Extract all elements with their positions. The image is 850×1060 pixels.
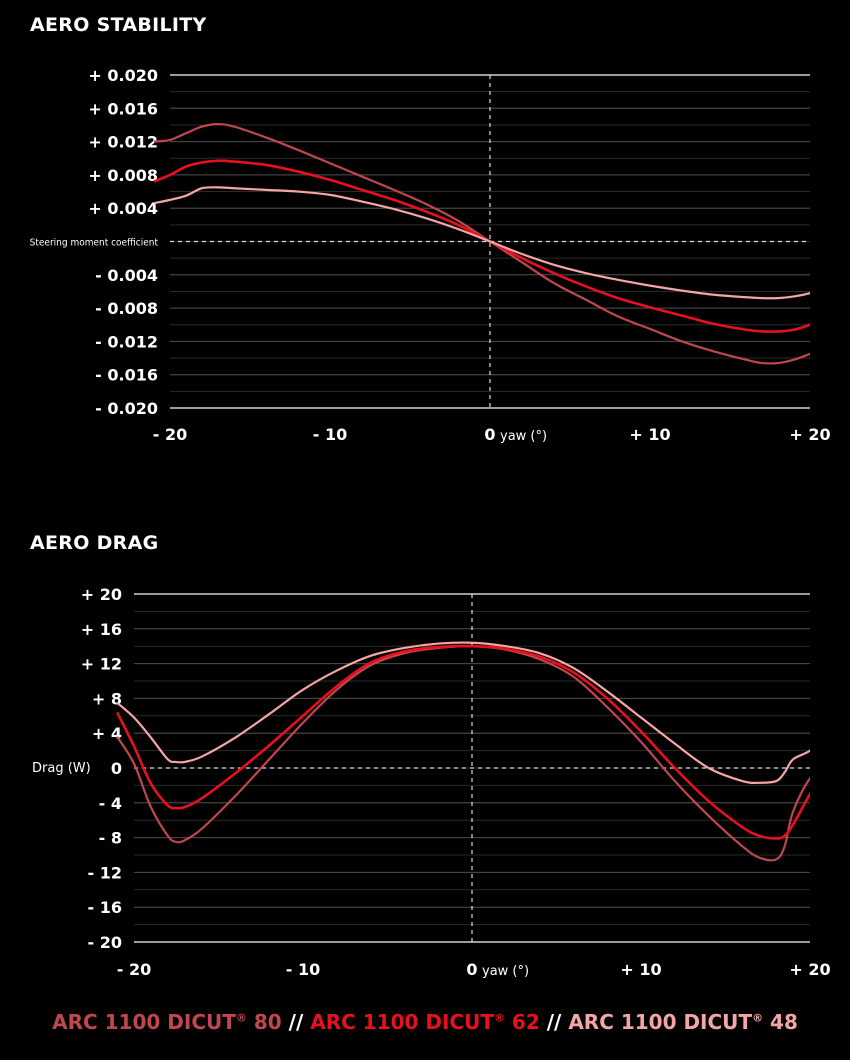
- x-tick-label: - 10: [286, 960, 320, 979]
- y-tick-label: + 0.020: [88, 66, 158, 85]
- y-tick-label: + 12: [81, 655, 122, 674]
- y-tick-label: + 0.016: [88, 99, 158, 118]
- y-axis-label: Drag (W): [32, 761, 91, 776]
- y-tick-label: - 12: [88, 863, 122, 882]
- series-line-dicut48: [153, 186, 810, 300]
- aero-stability-chart: + 0.020 + 0.016 + 0.012 + 0.008 + 0.004 - 0.0…: [30, 66, 831, 444]
- y-tick-label: - 0.004: [95, 266, 158, 285]
- y-tick-label: + 0.012: [88, 133, 158, 152]
- x-tick-label: + 10: [620, 960, 661, 979]
- x-tick-label: + 10: [629, 425, 670, 444]
- x-tick-label: 0: [466, 960, 477, 979]
- y-tick-label: - 0.016: [95, 366, 158, 385]
- y-tick-label: - 4: [99, 794, 122, 813]
- x-axis-label: yaw (°): [500, 429, 547, 444]
- y-tick-label: - 20: [88, 933, 122, 952]
- y-tick-label: + 8: [92, 689, 122, 708]
- legend-item-dicut80: ARC 1100 DICUT® 80: [52, 1010, 282, 1034]
- y-tick-label: - 8: [99, 829, 122, 848]
- legend-separator: //: [539, 1010, 569, 1034]
- y-tick-label-zero: 0: [111, 759, 122, 778]
- y-tick-label: + 4: [92, 724, 122, 743]
- x-tick-label: - 20: [153, 425, 187, 444]
- aero-drag-chart: + 20 + 16 + 12 + 8 + 4 - 4 - 8 - 12 - 16 - 20 Drag…: [32, 585, 831, 979]
- y-tick-label: + 20: [81, 585, 122, 604]
- legend-item-dicut62: ARC 1100 DICUT® 62: [310, 1010, 540, 1034]
- y-tick-label: - 0.012: [95, 332, 158, 351]
- y-axis-label: Steering moment coefficient: [30, 238, 159, 249]
- legend-item-dicut48: ARC 1100 DICUT® 48: [568, 1010, 798, 1034]
- x-tick-label: - 20: [117, 960, 151, 979]
- series-line-dicut62: [115, 644, 810, 840]
- y-tick-label: + 0.004: [88, 199, 158, 218]
- x-tick-label: - 10: [313, 425, 347, 444]
- y-tick-label: - 0.008: [95, 299, 158, 318]
- y-tick-label: - 0.020: [95, 399, 158, 418]
- legend: ARC 1100 DICUT® 80 // ARC 1100 DICUT® 62…: [0, 1010, 850, 1034]
- x-tick-label: + 20: [789, 425, 830, 444]
- y-tick-label: + 16: [81, 620, 122, 639]
- drag-chart-title: AERO DRAG: [30, 532, 159, 554]
- y-tick-label: - 16: [88, 898, 122, 917]
- x-tick-label: 0: [484, 425, 495, 444]
- stability-chart-title: AERO STABILITY: [30, 14, 207, 36]
- y-tick-label: + 0.008: [88, 166, 158, 185]
- x-tick-label: + 20: [789, 960, 830, 979]
- x-axis-label: yaw (°): [482, 964, 529, 979]
- legend-separator: //: [281, 1010, 311, 1034]
- series-line-dicut48: [116, 641, 810, 784]
